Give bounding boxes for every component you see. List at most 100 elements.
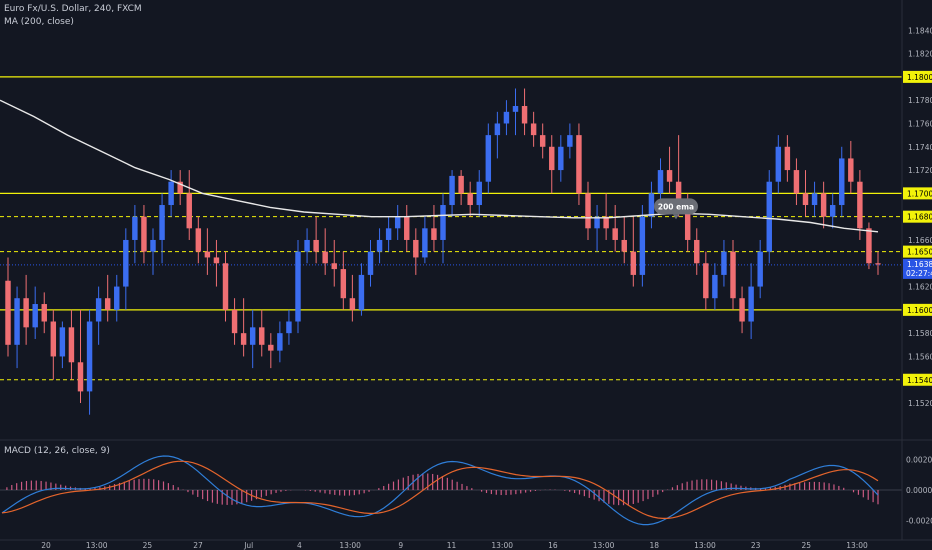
bull-candle: [168, 170, 174, 217]
bull-candle: [775, 135, 782, 194]
time-tick-label: 13:00: [339, 541, 361, 550]
level-price-label: 1.16000: [907, 306, 932, 315]
price-tick-label: 1.17600: [908, 119, 932, 128]
bull-candle: [757, 239, 763, 299]
bear-candle: [866, 222, 872, 270]
bear-candle: [630, 216, 637, 287]
bear-candle: [213, 239, 220, 287]
ma-indicator-label: MA (200, close): [4, 17, 74, 27]
price-tick-label: 1.18400: [908, 26, 932, 35]
bull-candle: [748, 263, 754, 339]
bull-candle: [358, 263, 365, 316]
current-price-label: 1.16386: [907, 260, 932, 269]
candle-body: [104, 298, 111, 310]
candle-body: [286, 321, 292, 334]
bear-candle: [530, 111, 537, 147]
bull-candle: [150, 228, 156, 275]
bull-candle: [95, 286, 102, 345]
candle-body: [866, 228, 872, 264]
bear-candle: [331, 239, 337, 287]
bear-candle: [848, 140, 854, 194]
bear-candle: [186, 170, 192, 240]
bear-candle: [349, 274, 356, 322]
candle-body: [268, 344, 274, 351]
bear-candle: [612, 205, 618, 252]
annotation-text: 200 ema: [658, 202, 694, 211]
bull-candle: [114, 274, 120, 322]
bear-candle: [739, 286, 745, 334]
candle-body: [657, 170, 664, 194]
level-price-tag: [903, 70, 932, 83]
bear-candle: [820, 181, 827, 229]
candle-body: [576, 135, 582, 194]
time-tick-label: 4: [297, 541, 302, 550]
candle-body: [150, 239, 156, 252]
candle-body: [766, 181, 772, 252]
bear-candle: [857, 170, 863, 240]
bull-candle: [440, 193, 446, 264]
candle-body: [204, 251, 211, 258]
bear-candle: [549, 135, 555, 194]
candle-body: [467, 193, 473, 206]
candle-body: [639, 216, 646, 275]
bull-candle: [594, 205, 600, 252]
price-tick-label: 1.15600: [908, 352, 932, 361]
bull-candle: [422, 216, 428, 264]
candle-body: [249, 327, 256, 345]
countdown-label: 02:27:43: [906, 269, 932, 278]
time-tick-label: 25: [143, 541, 153, 550]
macd-tick-label: 0.0000: [906, 486, 932, 495]
time-tick-label: 13:00: [491, 541, 513, 550]
bear-candle: [141, 205, 147, 264]
macd-tick-label: 0.0020: [906, 455, 932, 464]
candle-body: [603, 216, 609, 229]
bear-candle: [204, 228, 211, 275]
bear-candle: [694, 228, 700, 275]
candle-body: [503, 111, 510, 124]
candle-body: [240, 333, 247, 345]
bear-candle: [875, 251, 881, 275]
candle-body: [449, 175, 455, 206]
time-tick-label: 13:00: [694, 541, 716, 550]
candle-body: [476, 181, 482, 206]
candle-body: [712, 274, 718, 299]
candle-body: [168, 181, 174, 206]
bear-candle: [458, 170, 464, 206]
bear-candle: [703, 251, 709, 310]
time-tick-label: 13:00: [593, 541, 615, 550]
level-price-tag: [903, 303, 932, 316]
candle-body: [358, 274, 365, 310]
candle-body: [213, 257, 220, 264]
candle-body: [413, 239, 419, 258]
time-tick-label: 13:00: [846, 541, 868, 550]
candle-body: [376, 239, 383, 252]
candle-body: [177, 181, 183, 194]
bull-candle: [558, 135, 564, 182]
bull-candle: [249, 309, 256, 369]
chart-title: Euro Fx/U.S. Dollar, 240, FXCM: [4, 4, 142, 14]
bull-candle: [132, 205, 138, 264]
level-price-label: 1.16800: [907, 213, 932, 222]
bull-candle: [829, 193, 836, 229]
candle-body: [848, 158, 854, 182]
candle-body: [5, 280, 11, 345]
level-price-tag: [903, 210, 932, 223]
time-tick-label: 27: [193, 541, 203, 550]
candle-body: [539, 135, 546, 147]
ema-annotation: 200 ema: [654, 198, 698, 220]
candle-body: [648, 193, 655, 217]
candle-body: [730, 251, 736, 299]
candle-body: [313, 239, 319, 252]
bear-candle: [231, 298, 238, 345]
candle-body: [50, 321, 57, 357]
candle-body: [141, 216, 147, 252]
candle-body: [784, 146, 791, 171]
candle-body: [41, 304, 47, 322]
candle-body: [77, 362, 84, 392]
bear-candle: [730, 239, 736, 310]
bull-candle: [476, 170, 482, 217]
bear-candle: [576, 123, 582, 206]
candle-body: [14, 298, 20, 345]
